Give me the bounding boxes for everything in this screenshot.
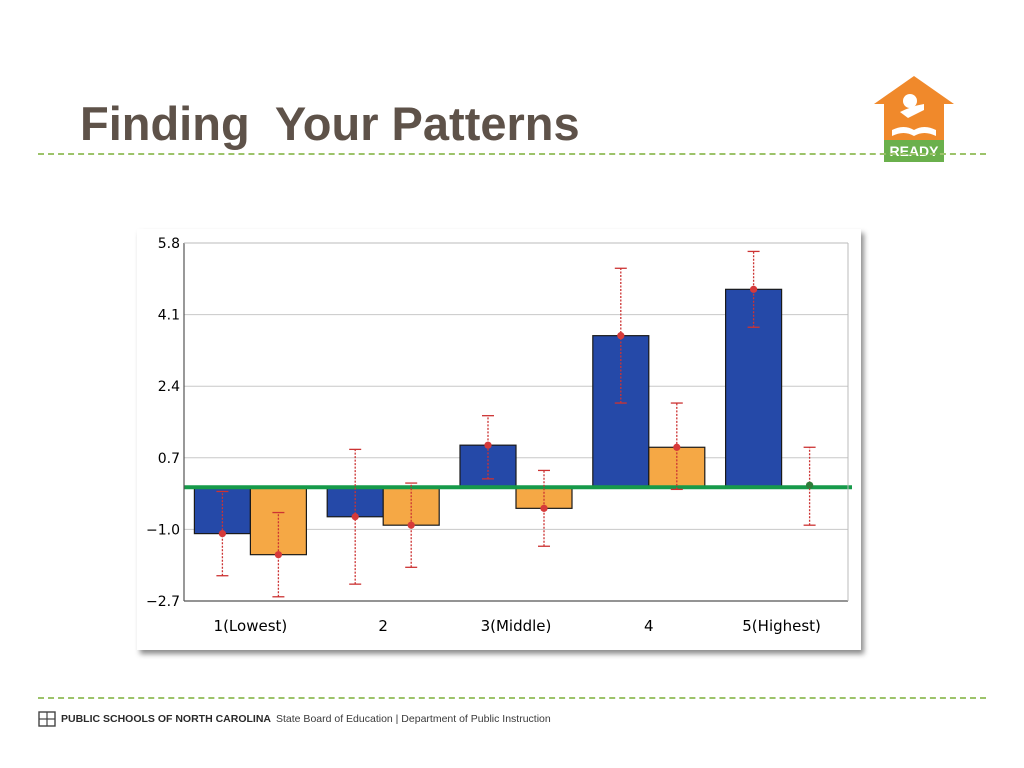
- footer-department: State Board of Education | Department of…: [276, 713, 551, 725]
- state-seal-icon: [38, 711, 56, 727]
- data-point: [218, 530, 226, 538]
- chart-panel: 5.8 4.1 2.4 0.7 −1.0 −2.7 1(Lowest) 2 3(Middle) 4…: [137, 229, 861, 650]
- top-dashed-rule: [38, 153, 986, 155]
- tick-labels: 5.8 4.1 2.4 0.7 −1.0 −2.7 1(Lowest) 2 3(Middle) 4…: [146, 236, 821, 635]
- y-tick-label: 2.4: [158, 379, 180, 395]
- data-point: [407, 521, 415, 529]
- y-tick-label: −1.0: [146, 522, 180, 538]
- data-point: [540, 504, 548, 512]
- logo-text: READY: [889, 143, 939, 159]
- data-point: [351, 513, 359, 521]
- data-point: [484, 441, 492, 449]
- footer: PUBLIC SCHOOLS OF NORTH CAROLINA State B…: [38, 709, 551, 729]
- x-tick-label: 1(Lowest): [214, 617, 288, 635]
- x-tick-label: 2: [378, 617, 388, 635]
- bar-series1: [459, 444, 517, 488]
- data-point: [806, 481, 814, 489]
- y-tick-label: −2.7: [146, 594, 180, 610]
- ready-logo: READY: [872, 74, 956, 166]
- axes: [183, 242, 849, 602]
- slide-title: Finding Your Patterns: [80, 97, 580, 150]
- y-tick-label: 5.8: [158, 236, 180, 252]
- data-point: [750, 285, 758, 293]
- bar-series1: [592, 335, 650, 488]
- data-point: [274, 551, 282, 559]
- bottom-dashed-rule: [38, 697, 986, 699]
- x-tick-label: 3(Middle): [481, 617, 552, 635]
- bar-chart: 5.8 4.1 2.4 0.7 −1.0 −2.7 1(Lowest) 2 3(Middle) 4…: [146, 236, 852, 635]
- x-tick-label: 4: [644, 617, 654, 635]
- y-tick-label: 4.1: [158, 308, 180, 324]
- data-point: [673, 443, 681, 451]
- footer-org: PUBLIC SCHOOLS OF NORTH CAROLINA: [61, 713, 271, 725]
- x-tick-label: 5(Highest): [742, 617, 821, 635]
- error-bars: [216, 250, 816, 598]
- data-point: [617, 332, 625, 340]
- bar-series2: [249, 486, 308, 556]
- y-tick-label: 0.7: [158, 451, 180, 467]
